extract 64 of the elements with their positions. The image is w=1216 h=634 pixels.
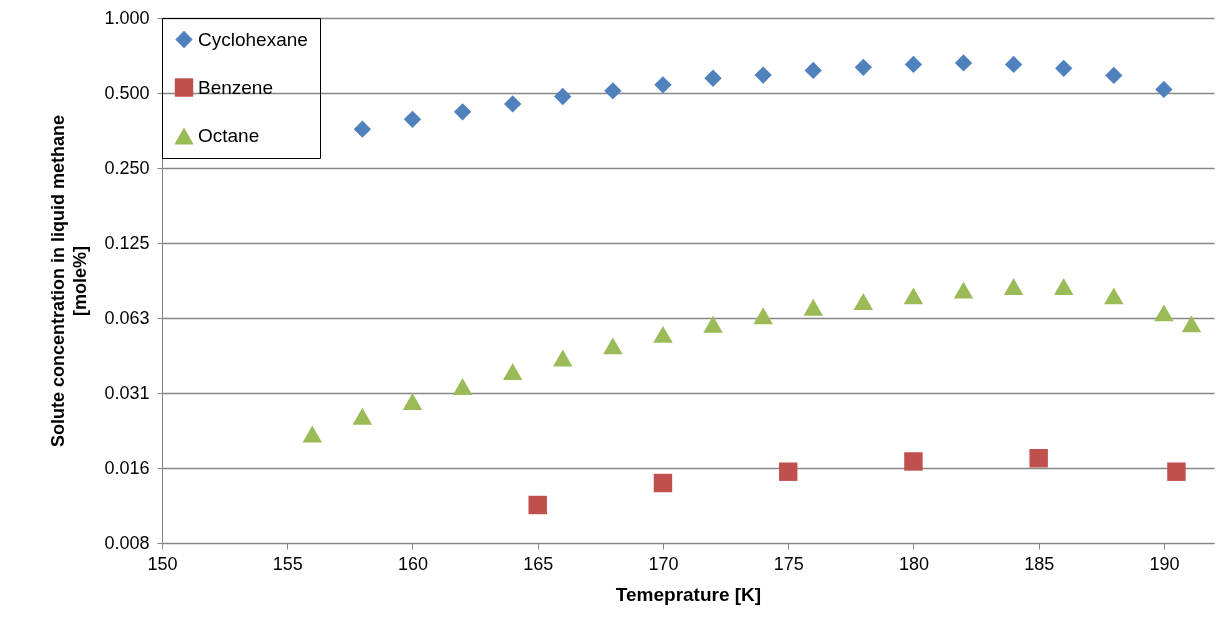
x-tick-label: 165 [523, 553, 554, 574]
point [703, 315, 723, 333]
point [1004, 55, 1023, 74]
point [653, 325, 673, 343]
point [954, 54, 973, 72]
point [453, 103, 472, 121]
y-tick-label: 0.008 [104, 532, 150, 553]
point [403, 110, 422, 128]
point [353, 120, 372, 138]
legend-label: Octane [198, 125, 260, 146]
legend-label: Cyclohexane [198, 28, 308, 50]
point [1053, 278, 1074, 295]
x-tick-label: 180 [898, 553, 929, 574]
point [904, 452, 923, 471]
point [904, 55, 923, 74]
point [1167, 462, 1186, 481]
x-tick-label: 160 [397, 553, 428, 574]
point [803, 298, 823, 316]
point [754, 66, 772, 84]
point [1003, 278, 1024, 295]
point [452, 378, 473, 395]
point [604, 82, 622, 100]
point [704, 69, 722, 87]
point [804, 61, 822, 80]
point [504, 95, 522, 113]
point [1055, 59, 1073, 77]
x-tick-label: 175 [773, 553, 804, 574]
y-tick-label: 0.500 [104, 82, 150, 103]
point [1104, 287, 1124, 305]
x-tick-label: 170 [648, 553, 679, 574]
y-tick-label: 0.031 [104, 382, 150, 403]
y-tick-label: 0.125 [104, 232, 150, 253]
point [528, 495, 547, 515]
point [1155, 80, 1173, 99]
point [402, 393, 423, 410]
point [1154, 304, 1174, 322]
point [853, 293, 874, 310]
point [1181, 315, 1202, 333]
point [554, 87, 572, 106]
point [553, 349, 573, 367]
y-tick-label: 0.250 [104, 157, 150, 178]
y-axis-title: Solute concentration in liquid methane [mole%] [48, 114, 91, 448]
x-tick-label: 190 [1149, 553, 1180, 574]
point [953, 281, 974, 299]
x-axis-title: Temeprature [K] [615, 583, 762, 605]
x-tick-label: 185 [1024, 553, 1055, 574]
y-tick-label: 1.000 [104, 7, 150, 28]
point [302, 425, 323, 443]
point [753, 307, 773, 325]
point [352, 407, 373, 425]
x-tick-label: 155 [272, 553, 303, 574]
point [653, 473, 673, 493]
point [603, 337, 623, 355]
point [903, 287, 924, 305]
point [654, 76, 672, 94]
x-tick-label: 150 [147, 553, 178, 574]
point [1029, 449, 1048, 468]
point [502, 363, 523, 380]
y-tick-label: 0.063 [104, 307, 150, 328]
point [1105, 66, 1123, 85]
legend-label: Benzene [198, 76, 274, 98]
point [778, 462, 798, 481]
y-tick-label: 0.016 [104, 457, 150, 478]
point [854, 58, 872, 76]
